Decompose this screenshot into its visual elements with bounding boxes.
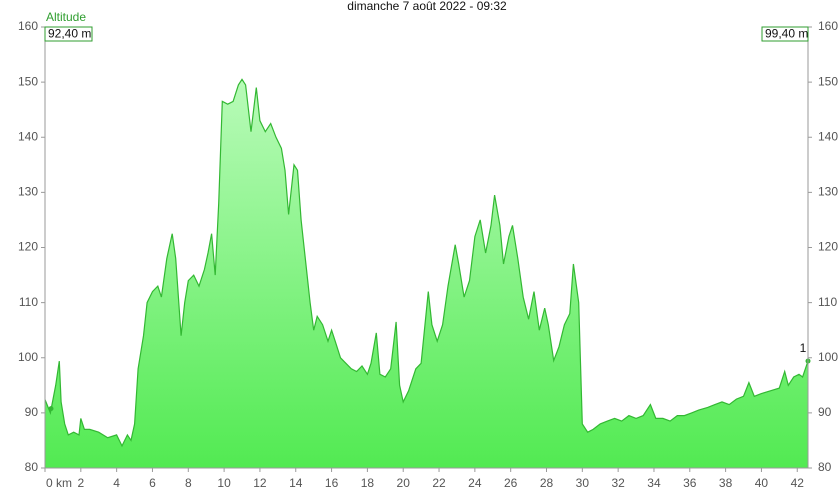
y-tick-label: 160 bbox=[18, 19, 38, 33]
x-tick-label: 18 bbox=[361, 476, 375, 490]
y-axis-label: Altitude bbox=[46, 10, 86, 24]
marker-label: 1 bbox=[800, 341, 807, 355]
x-tick-label: 12 bbox=[253, 476, 267, 490]
y-tick-label: 110 bbox=[19, 295, 38, 309]
y-tick-label: 100 bbox=[18, 350, 38, 364]
y2-tick-label: 140 bbox=[818, 129, 838, 143]
x-tick-label: 14 bbox=[289, 476, 303, 490]
y2-tick-label: 120 bbox=[818, 240, 838, 254]
plot: 8090100110120130140150160809010011012013… bbox=[18, 19, 838, 490]
x-tick-label: 36 bbox=[683, 476, 697, 490]
profile-line bbox=[44, 78, 809, 448]
area-fill bbox=[45, 79, 808, 469]
y-tick-label: 130 bbox=[18, 185, 38, 199]
x-tick-label: 20 bbox=[397, 476, 411, 490]
y2-tick-label: 100 bbox=[818, 350, 838, 364]
x-tick-label: 32 bbox=[611, 476, 625, 490]
end-badge bbox=[761, 26, 809, 42]
y2-tick-label: 160 bbox=[818, 19, 838, 33]
x-tick-label: 4 bbox=[113, 476, 120, 490]
x-tick-label: 10 bbox=[217, 476, 231, 490]
start-point bbox=[48, 406, 54, 412]
x-tick-label: 26 bbox=[504, 476, 518, 490]
x-tick-label: 2 bbox=[77, 476, 84, 490]
x-tick-label: 24 bbox=[468, 476, 482, 490]
x-tick-label: 30 bbox=[576, 476, 590, 490]
x-tick-label: 22 bbox=[432, 476, 446, 490]
y2-tick-label: 150 bbox=[818, 74, 838, 88]
y-tick-label: 140 bbox=[18, 129, 38, 143]
chart-title: dimanche 7 août 2022 - 09:32 bbox=[347, 0, 507, 13]
x-tick-label: 38 bbox=[719, 476, 733, 490]
y2-tick-label: 110 bbox=[818, 295, 837, 309]
start-badge bbox=[44, 26, 93, 42]
x-tick-label: 6 bbox=[149, 476, 156, 490]
x-tick-label: 16 bbox=[325, 476, 339, 490]
y2-tick-label: 130 bbox=[818, 185, 838, 199]
y-tick-label: 150 bbox=[18, 74, 38, 88]
x-tick-label: 8 bbox=[185, 476, 192, 490]
y-tick-label: 120 bbox=[18, 240, 38, 254]
y2-tick-label: 80 bbox=[818, 460, 832, 474]
end-label: 99,40 m bbox=[765, 27, 808, 41]
y-tick-label: 80 bbox=[25, 460, 39, 474]
x-tick-label: 40 bbox=[755, 476, 769, 490]
y2-tick-label: 90 bbox=[818, 405, 832, 419]
x-tick-label: 0 km bbox=[46, 476, 72, 490]
start-label: 92,40 m bbox=[48, 27, 91, 41]
x-tick-label: 42 bbox=[791, 476, 805, 490]
x-tick-label: 28 bbox=[540, 476, 554, 490]
x-tick-label: 34 bbox=[647, 476, 661, 490]
y-tick-label: 90 bbox=[25, 405, 39, 419]
